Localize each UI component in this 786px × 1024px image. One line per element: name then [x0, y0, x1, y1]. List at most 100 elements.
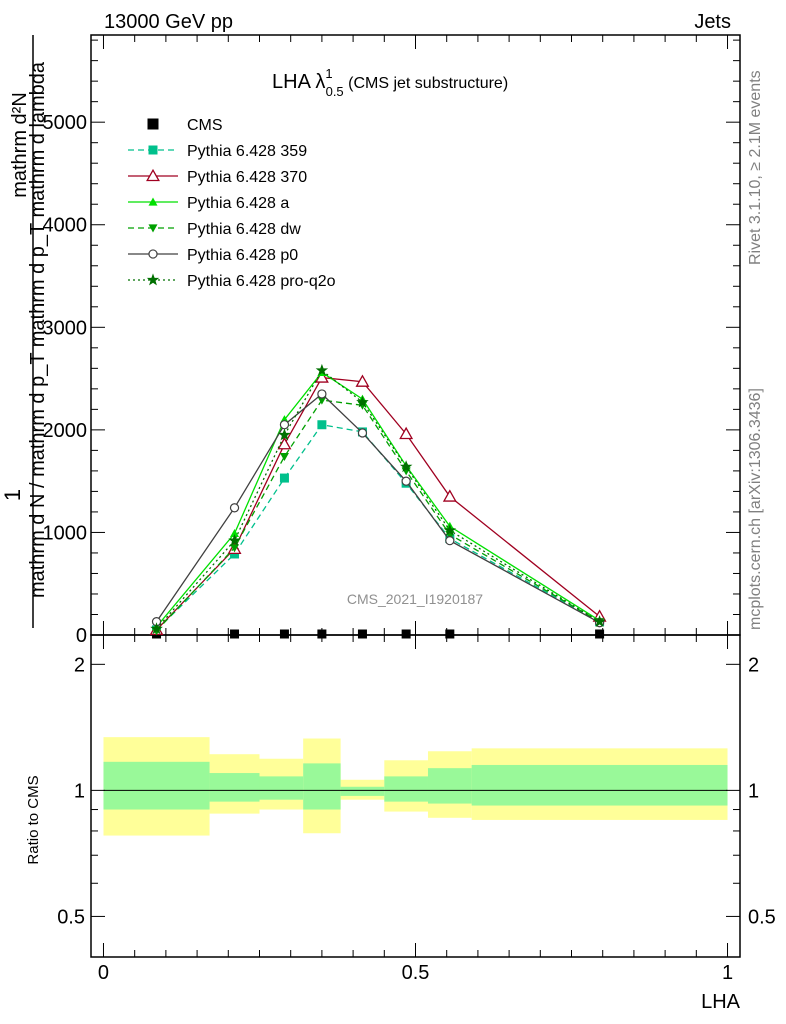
data-point: [148, 249, 158, 259]
series-6: [150, 363, 606, 635]
data-point: [442, 489, 457, 502]
title-superscript: 1: [325, 66, 332, 81]
data-point: [147, 118, 159, 130]
y-tick-label: 3000: [43, 317, 88, 339]
data-point: [230, 629, 240, 639]
main-axis-ticks: 0 1000 2000 3000 4000 5000: [43, 35, 740, 647]
y-tick-label: 2000: [43, 420, 88, 442]
ratio-y-tick-label: 0.5: [57, 906, 85, 928]
ratio-band-inner: [259, 776, 304, 800]
ratio-band-inner: [384, 776, 428, 802]
series-0: [152, 629, 605, 639]
data-point: [148, 197, 158, 206]
ratio-band-inner: [303, 763, 341, 810]
data-point: [229, 503, 240, 513]
data-point: [148, 224, 158, 233]
x-tick-label: 0: [98, 962, 109, 984]
legend-item: Pythia 6.428 pro-q2o: [128, 273, 336, 290]
legend-label: Pythia 6.428 p0: [187, 247, 298, 264]
data-point: [317, 420, 327, 430]
data-point: [355, 374, 370, 387]
legend-item: CMS: [147, 117, 223, 134]
data-point: [230, 544, 240, 553]
ratio-bands: [103, 737, 728, 836]
legend-item: Pythia 6.428 a: [128, 195, 289, 212]
legend-label: Pythia 6.428 dw: [187, 221, 301, 238]
data-point: [317, 396, 327, 405]
ylabel-numerator: mathrm d²N: [9, 92, 31, 198]
title-suffix: (CMS jet substructure): [344, 75, 508, 92]
plot-title: LHA λ1 0.5 (CMS jet substructure): [272, 66, 508, 99]
x-axis-label: LHA: [701, 991, 741, 1013]
data-point: [443, 523, 457, 536]
ratio-band-inner: [103, 761, 210, 810]
data-point: [357, 428, 368, 438]
y-tick-label: 5000: [43, 112, 88, 134]
legend-item: Pythia 6.428 dw: [128, 221, 301, 238]
rivet-label: Rivet 3.1.10, ≥ 2.1M events: [747, 70, 764, 265]
ratio-y-tick-label: 1: [74, 780, 85, 802]
ratio-y-tick-label: 2: [74, 654, 85, 676]
data-point: [279, 420, 290, 430]
data-point: [356, 395, 369, 408]
legend-label: Pythia 6.428 pro-q2o: [187, 273, 336, 290]
ratio-y-tick-label-right: 1: [748, 780, 759, 802]
main-ylabel: 1 mathrm d²N mathrm d N / mathrm d p_T m…: [0, 35, 49, 628]
mcplots-label: mcplots.cern.ch [arXiv:1306.3436]: [747, 388, 764, 630]
series-line: [156, 399, 600, 632]
series-line: [156, 369, 600, 630]
ratio-band-inner: [340, 786, 385, 796]
legend-label: CMS: [187, 117, 223, 134]
legend-item: Pythia 6.428 p0: [128, 247, 298, 264]
series-layer: [149, 363, 607, 639]
data-point: [277, 437, 292, 450]
ratio-band-inner: [471, 764, 728, 806]
legend-item: Pythia 6.428 370: [128, 168, 307, 186]
ratio-band-inner: [209, 773, 260, 802]
data-point: [401, 629, 411, 639]
data-point: [146, 168, 160, 182]
series-line: [155, 393, 600, 624]
data-point: [150, 622, 163, 635]
ylabel-one: 1: [0, 489, 25, 501]
ratio-axis-ticks: 0.5 0.5 1 1 2 2 0 0.5 1: [57, 635, 776, 984]
y-tick-label: 4000: [43, 215, 88, 237]
data-point: [593, 615, 606, 627]
data-point: [148, 145, 158, 155]
ratio-ylabel: Ratio to CMS: [25, 775, 42, 864]
data-point: [146, 273, 160, 286]
header-left: 13000 GeV pp: [104, 11, 233, 33]
y-tick-label: 1000: [43, 522, 88, 544]
data-point: [279, 473, 289, 483]
legend-label: Pythia 6.428 359: [187, 143, 307, 160]
ratio-band-inner: [427, 768, 472, 804]
data-point: [595, 629, 605, 639]
data-point: [230, 528, 240, 538]
data-point: [357, 629, 367, 639]
legend: CMS Pythia 6.428 359 Pythia 6.428 370 Pythi…: [128, 117, 336, 290]
data-point: [399, 460, 413, 473]
x-tick-label: 1: [722, 962, 733, 984]
header-right: Jets: [694, 11, 731, 33]
data-point: [317, 629, 327, 639]
data-point: [401, 476, 411, 486]
ratio-y-tick-label-right: 2: [748, 654, 759, 676]
data-point: [315, 363, 329, 376]
data-point: [399, 426, 414, 440]
y-tick-label: 0: [76, 625, 87, 647]
data-point: [445, 629, 455, 639]
ratio-y-tick-label-right: 0.5: [748, 906, 776, 928]
data-point: [279, 452, 289, 462]
series-line: [156, 371, 600, 628]
title-subscript: 0.5: [326, 84, 344, 99]
x-tick-label: 0.5: [402, 962, 430, 984]
data-point: [278, 428, 291, 441]
series-line: [156, 423, 600, 631]
title-main: LHA λ: [272, 71, 325, 93]
data-point: [228, 534, 241, 546]
legend-label: Pythia 6.428 370: [187, 169, 307, 186]
analysis-watermark: CMS_2021_I1920187: [347, 591, 483, 607]
legend-item: Pythia 6.428 359: [128, 143, 307, 160]
legend-label: Pythia 6.428 a: [187, 195, 289, 212]
